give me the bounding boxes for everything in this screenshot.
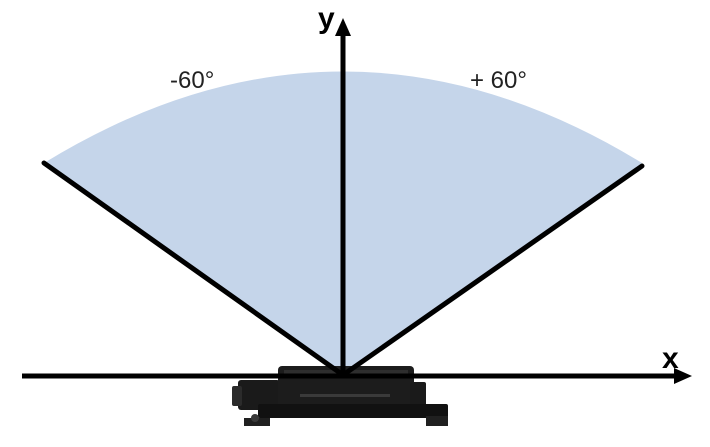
y-axis-label: y (318, 2, 335, 35)
right-boundary-line (340, 163, 645, 378)
right-angle-label: + 60° (470, 67, 527, 94)
x-axis-arrowhead (674, 368, 692, 384)
x-axis-label: x (662, 342, 679, 375)
y-axis-arrowhead (335, 18, 351, 36)
left-angle-label: -60° (170, 67, 214, 94)
left-boundary-line (41, 160, 346, 378)
